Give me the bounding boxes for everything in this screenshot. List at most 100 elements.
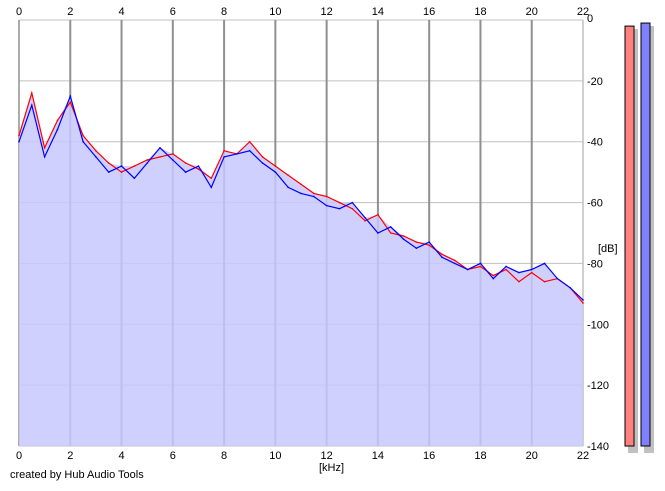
series-point [248, 140, 251, 143]
series-point [300, 183, 302, 186]
x-tick-label-top: 2 [67, 6, 73, 18]
series-point [492, 274, 495, 277]
x-tick-label-bottom: 12 [321, 450, 333, 462]
series-point [556, 277, 559, 280]
series-point [543, 262, 546, 265]
series-point [274, 165, 277, 167]
series-point [133, 177, 136, 180]
y-ticks: 0 -20 -40 -60 -80 -100 -120 -140 [587, 13, 609, 453]
series-point [56, 128, 59, 131]
series-point [518, 280, 520, 283]
series-point [261, 156, 264, 158]
series-point [159, 147, 161, 149]
series-point [582, 299, 584, 301]
series-point [300, 192, 302, 195]
y-tick-label: -80 [587, 258, 603, 270]
y-tick-label: -60 [587, 198, 603, 210]
series-point [530, 268, 533, 271]
y-tick-label: -140 [587, 441, 609, 453]
x-ticks-bottom: 0 2 4 6 8 10 12 14 16 18 20 22 [16, 450, 589, 462]
x-tick-label-top: 22 [577, 6, 589, 18]
series-point [479, 262, 482, 265]
series-point [56, 119, 59, 122]
series-point [95, 150, 97, 152]
series-point [415, 241, 418, 243]
series-point [505, 268, 507, 271]
y-tick-label: -100 [587, 319, 609, 331]
series-point [184, 162, 187, 164]
x-tick-label-top: 18 [474, 6, 486, 18]
spectrum-fill [19, 93, 583, 446]
series-point [402, 238, 405, 240]
series-point [210, 177, 213, 180]
x-tick-label-bottom: 0 [16, 450, 22, 462]
series-point [505, 265, 507, 268]
x-tick-label-bottom: 18 [474, 450, 486, 462]
x-tick-label-bottom: 10 [269, 450, 281, 462]
series-point [441, 256, 443, 259]
series-point [338, 201, 341, 204]
x-tick-label-bottom: 16 [423, 450, 435, 462]
series-point [223, 156, 225, 158]
series-point [377, 213, 379, 216]
x-tick-label-bottom: 4 [118, 450, 124, 462]
y-tick-label: -20 [587, 76, 603, 88]
x-tick-label-top: 16 [423, 6, 435, 18]
series-point [172, 153, 174, 155]
x-tick-label-bottom: 2 [67, 450, 73, 462]
series-point [428, 241, 430, 243]
x-tick-label-bottom: 20 [526, 450, 538, 462]
series-point [18, 134, 20, 137]
series-point [389, 232, 392, 234]
series-lines [18, 90, 584, 304]
series-point [69, 101, 72, 103]
series-point [518, 271, 520, 274]
x-axis-label: [kHz] [319, 462, 344, 474]
series-point [569, 286, 571, 289]
series-point [325, 204, 328, 207]
series-point [364, 220, 366, 222]
series-point [107, 162, 110, 164]
series-point [287, 174, 289, 176]
series-point [454, 262, 456, 265]
series-point [274, 171, 277, 173]
x-ticks-top: 0 2 4 6 8 10 12 14 16 18 20 22 [16, 6, 589, 18]
x-tick-label-bottom: 8 [221, 450, 227, 462]
series-point [223, 150, 225, 152]
series-point [69, 95, 72, 97]
series-point [377, 232, 379, 234]
x-tick-label-top: 10 [269, 6, 281, 18]
series-point [120, 165, 123, 167]
series-point [210, 186, 213, 189]
series-point [402, 235, 405, 237]
series-point [18, 140, 20, 143]
x-tick-label-bottom: 22 [577, 450, 589, 462]
series-point [325, 195, 328, 198]
series-point [159, 156, 161, 158]
series-point [351, 207, 354, 210]
series-point [454, 259, 456, 262]
y-tick-label: 0 [587, 13, 593, 25]
series-point [582, 302, 584, 304]
level-meter-1 [640, 22, 651, 447]
x-tick-label-top: 8 [221, 6, 227, 18]
series-point [95, 156, 97, 158]
series-point [313, 192, 315, 195]
series-point [236, 153, 238, 155]
series-point [82, 140, 84, 143]
x-tick-label-top: 12 [321, 6, 333, 18]
series-point [197, 168, 200, 170]
series-point [43, 156, 46, 158]
series-point [466, 268, 469, 271]
series-point [82, 134, 84, 137]
level-meters [624, 22, 654, 454]
series-point [197, 165, 200, 167]
series-point [133, 165, 136, 167]
series-point [351, 201, 354, 204]
x-tick-label-top: 14 [372, 6, 384, 18]
series-point [389, 226, 392, 228]
x-tick-label-bottom: 14 [372, 450, 384, 462]
series-point [364, 216, 366, 219]
series-point [107, 171, 110, 173]
